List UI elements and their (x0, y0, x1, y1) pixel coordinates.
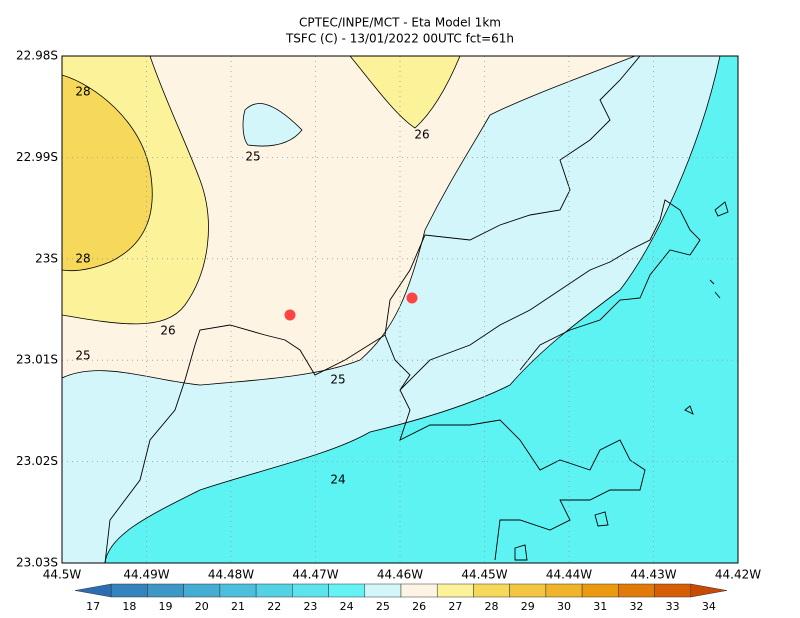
coastline (514, 201, 729, 561)
colorbar-segment (219, 583, 257, 598)
x-axis-label: 44.44W (546, 568, 592, 582)
x-axis-label: 44.49W (123, 568, 169, 582)
colorbar-segment (328, 583, 366, 598)
contour-label: 25 (75, 349, 90, 363)
contour-line (349, 56, 461, 129)
colorbar-segment (654, 583, 692, 598)
x-axis-label: 44.46W (377, 568, 423, 582)
field-27 (350, 56, 460, 128)
coastline (399, 199, 701, 391)
field-24 (105, 56, 738, 563)
contour-label: 26 (414, 128, 429, 142)
colorbar-label: 32 (629, 600, 643, 613)
colorbar-label: 17 (86, 600, 100, 613)
contour-label: 24 (330, 473, 345, 487)
contour-label: 25 (245, 150, 260, 164)
colorbar-end (690, 583, 728, 598)
colorbar-segment (436, 583, 474, 598)
station-marker (406, 292, 418, 304)
x-axis-label: 44.43W (630, 568, 676, 582)
colorbar-segment (364, 583, 402, 598)
contour-label: 25 (330, 373, 345, 387)
colorbar-label: 19 (159, 600, 173, 613)
x-axis-label: 44.47W (292, 568, 338, 582)
y-axis-label: 23.01S (16, 353, 58, 367)
contour-label: 28 (75, 85, 90, 99)
contour-line (62, 74, 153, 272)
y-axis-label: 22.99S (16, 150, 58, 164)
colorbar-segment (110, 583, 148, 598)
contour-label: 28 (75, 252, 90, 266)
colorbar-label: 33 (666, 600, 680, 613)
colorbar-segment (545, 583, 583, 598)
field-25-patch (242, 103, 303, 147)
colorbar-label: 25 (376, 600, 390, 613)
map-frame (61, 55, 739, 564)
contour-line (62, 56, 209, 325)
colorbar-label: 18 (122, 600, 136, 613)
x-axis-label: 44.48W (208, 568, 254, 582)
y-axis-label: 23S (35, 251, 58, 265)
y-axis-label: 22.98S (16, 49, 58, 63)
colorbar-label: 34 (702, 600, 716, 613)
coastline (384, 56, 641, 336)
contour-label: 26 (160, 324, 175, 338)
contour-line (104, 56, 721, 563)
field-28 (62, 75, 153, 271)
colorbar-segment (473, 583, 510, 598)
coastline (104, 324, 646, 563)
colorbar-segment (581, 583, 619, 598)
colorbar-label: 20 (195, 600, 209, 613)
colorbar-segment (509, 583, 547, 598)
colorbar-label: 26 (412, 600, 426, 613)
colorbar-segment (147, 583, 184, 598)
colorbar-label: 29 (521, 600, 535, 613)
title-line: CPTEC/INPE/MCT - Eta Model 1km (299, 16, 501, 30)
colorbar-segment (292, 583, 329, 598)
colorbar-label: 24 (340, 600, 354, 613)
colorbar-segment (618, 583, 655, 598)
colorbar-segment (255, 583, 293, 598)
x-axis-label: 44.42W (715, 568, 761, 582)
station-marker (284, 309, 296, 321)
contour-line (62, 56, 636, 386)
colorbar-label: 22 (267, 600, 281, 613)
colorbar-label: 21 (231, 600, 245, 613)
colorbar-label: 28 (485, 600, 499, 613)
colorbar-segment (183, 583, 221, 598)
colorbar-label: 31 (593, 600, 607, 613)
colorbar-segment (400, 583, 438, 598)
x-axis-label: 44.45W (461, 568, 507, 582)
colorbar-label: 27 (448, 600, 462, 613)
colorbar-label: 30 (557, 600, 571, 613)
title-line: TSFC (C) - 13/01/2022 00UTC fct=61h (285, 32, 514, 46)
colorbar-label: 23 (303, 600, 317, 613)
colorbar-end (74, 583, 112, 598)
y-axis-label: 23.02S (16, 454, 58, 468)
x-axis-label: 44.5W (43, 568, 82, 582)
y-axis-label: 23.03S (16, 556, 58, 570)
